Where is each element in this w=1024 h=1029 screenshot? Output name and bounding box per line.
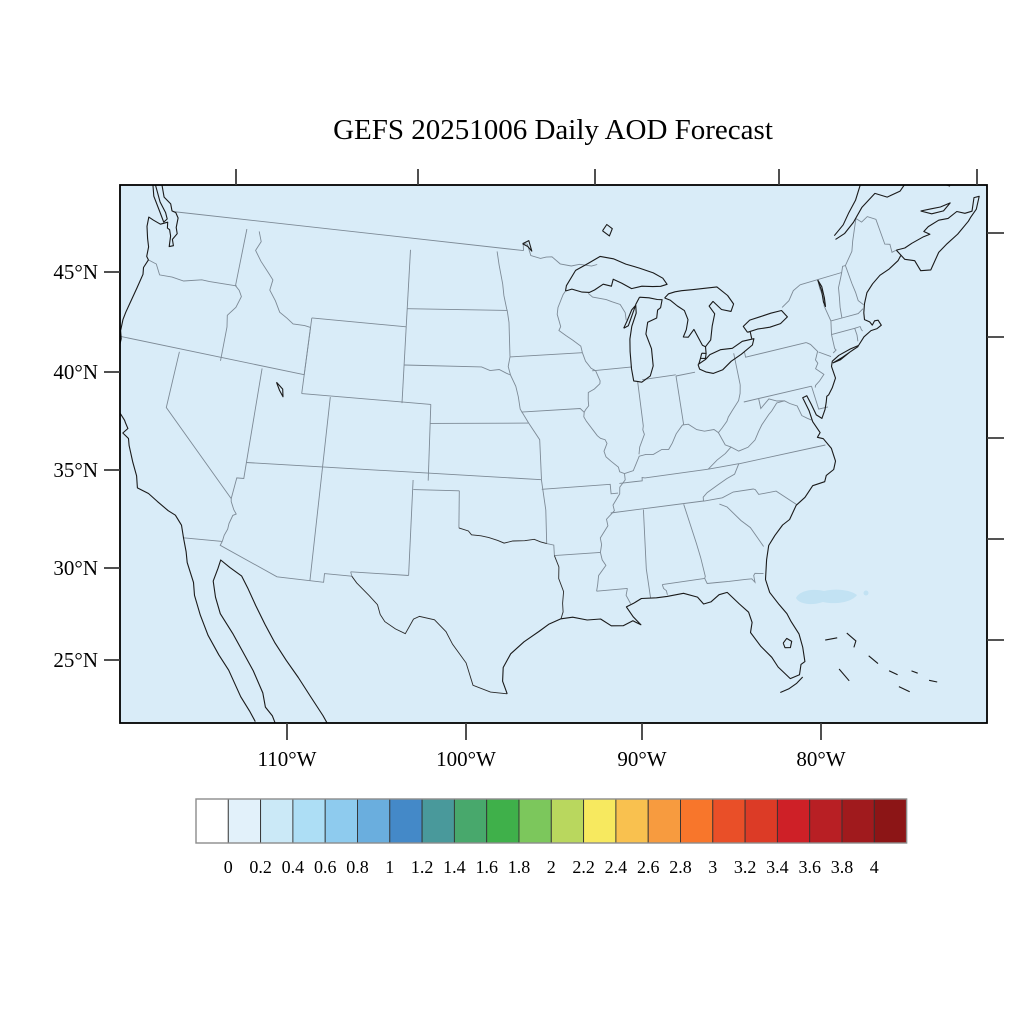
colorbar-tick-label: 0.4 (282, 857, 305, 877)
colorbar-tick-label: 1.4 (443, 857, 466, 877)
colorbar-cell (293, 799, 325, 843)
colorbar-tick-label: 3.2 (734, 857, 757, 877)
plot-title: GEFS 20251006 Daily AOD Forecast (333, 114, 773, 146)
longitude-label: 80°W (796, 747, 845, 771)
coastline (903, 152, 929, 157)
map-background (120, 185, 987, 723)
colorbar-cell (874, 799, 906, 843)
colorbar-cell (745, 799, 777, 843)
colorbar-cell (390, 799, 422, 843)
colorbar-tick-label: 2.4 (605, 857, 628, 877)
colorbar-tick-label: 0.6 (314, 857, 337, 877)
colorbar-tick-label: 3.8 (831, 857, 854, 877)
colorbar-cell (325, 799, 357, 843)
colorbar-cell (196, 799, 228, 843)
colorbar-cell (358, 799, 390, 843)
colorbar-cell (519, 799, 551, 843)
colorbar-cell (842, 799, 874, 843)
latitude-label: 30°N (53, 556, 98, 580)
longitude-label: 110°W (258, 747, 317, 771)
colorbar-cell (551, 799, 583, 843)
colorbar-cell (616, 799, 648, 843)
colorbar-tick-label: 1.2 (411, 857, 434, 877)
colorbar-tick-label: 3.4 (766, 857, 789, 877)
colorbar-cell (422, 799, 454, 843)
colorbar-tick-label: 0.2 (249, 857, 272, 877)
colorbar-tick-label: 1 (385, 857, 394, 877)
colorbar-tick-label: 4 (870, 857, 879, 877)
colorbar-cell (228, 799, 260, 843)
colorbar-cell (454, 799, 486, 843)
colorbar-tick-label: 3.6 (798, 857, 821, 877)
colorbar-tick-label: 0 (224, 857, 233, 877)
colorbar-tick-label: 1.6 (475, 857, 498, 877)
colorbar-cell (584, 799, 616, 843)
colorbar-cell (713, 799, 745, 843)
colorbar-tick-label: 2.8 (669, 857, 692, 877)
colorbar-tick-label: 2.2 (572, 857, 595, 877)
colorbar-cell (810, 799, 842, 843)
latitude-label: 35°N (53, 458, 98, 482)
latitude-label: 45°N (53, 260, 98, 284)
colorbar: 0 0.2 0.4 0.6 0.8 1 1.2 1.4 1.6 1.8 2 2.2 2.4 2.6 2.8 3… (196, 799, 907, 877)
colorbar-cell (487, 799, 519, 843)
colorbar-tick-label: 0.8 (346, 857, 369, 877)
coastline (706, 347, 707, 354)
colorbar-cell (648, 799, 680, 843)
colorbar-tick-label: 2 (547, 857, 556, 877)
colorbar-tick-label: 3 (708, 857, 717, 877)
colorbar-tick-label: 1.8 (508, 857, 531, 877)
colorbar-cell (777, 799, 809, 843)
aod-contour-dot (864, 591, 869, 596)
latitude-label: 40°N (53, 360, 98, 384)
latitude-label: 25°N (53, 648, 98, 672)
colorbar-tick-label: 2.6 (637, 857, 660, 877)
longitude-label: 90°W (617, 747, 666, 771)
colorbar-cell (681, 799, 713, 843)
colorbar-cell (261, 799, 293, 843)
longitude-label: 100°W (436, 747, 496, 771)
